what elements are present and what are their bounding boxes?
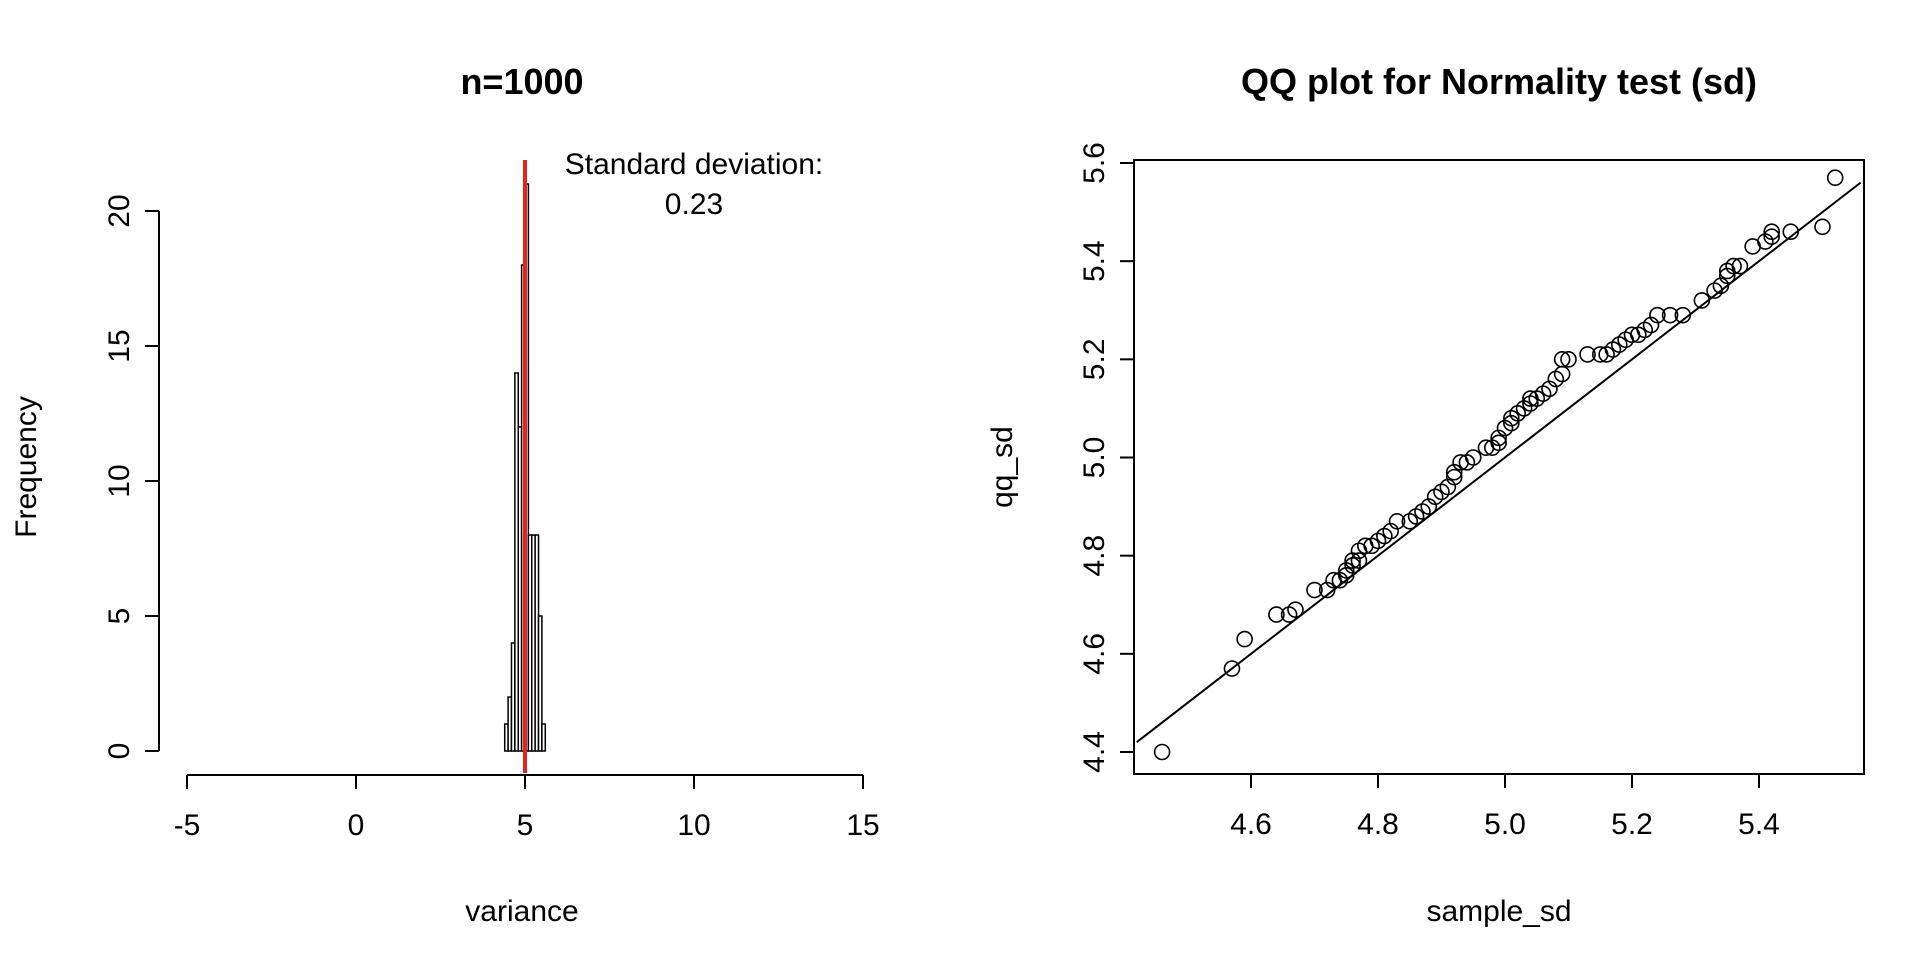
qq-point [1350,552,1368,569]
qq-point [1763,223,1780,241]
hist-x-tick-label: 15 [846,809,879,842]
qq-y-tick-label: 5.2 [1078,338,1111,380]
qq-plot-box [1133,159,1865,775]
qq-y-tick-label: 5.6 [1078,142,1111,184]
qq-x-tick-label: 5.4 [1738,808,1780,841]
qq-point [1287,601,1304,618]
qq-point [1579,346,1596,363]
qq-y-tick-label: 5.0 [1078,437,1111,479]
hist-x-tick-label: 10 [677,809,710,842]
qq-y-axis: 4.4 4.6 4.8 5.0 5.2 5.4 5.6 [1078,142,1134,773]
hist-x-label: variance [465,895,578,928]
hist-bar [537,615,543,752]
hist-y-tick-label: 15 [103,329,136,362]
qq-point [1153,743,1171,761]
hist-y-tick-label: 0 [103,743,136,760]
qq-point [1782,223,1800,241]
qq-point [1464,449,1482,466]
qq-point [1725,257,1742,275]
qq-x-label: sample_sd [1426,895,1571,928]
qq-point [1490,434,1507,452]
qq-reference-line [1136,181,1862,743]
qq-point [1674,306,1692,324]
hist-y-tick-label: 20 [103,194,136,227]
qq-y-tick-label: 4.6 [1078,633,1111,675]
hist-x-tick-label: 0 [348,809,365,842]
qq-y-label: qq_sd [986,426,1019,508]
qq-y-tick-label: 5.4 [1078,240,1111,282]
qq-point [1649,306,1666,324]
qq-point [1814,218,1831,236]
hist-annotation-line2: 0.23 [665,188,723,221]
hist-bar [541,723,547,752]
qq-x-tick-label: 5.2 [1611,808,1653,841]
qq-point [1661,306,1679,324]
qq-point [1560,351,1577,368]
qq-point [1731,257,1749,275]
qq-points [1153,169,1844,761]
hist-title: n=1000 [460,61,583,102]
qq-title: QQ plot for Normality test (sd) [1241,61,1757,102]
hist-y-tick-label: 5 [103,608,136,625]
qq-point [1826,169,1844,187]
hist-x-tick-label: 5 [517,809,534,842]
qq-point [1306,581,1323,599]
qq-x-tick-label: 4.8 [1357,808,1399,841]
hist-y-tick-label: 10 [103,464,136,497]
hist-y-label: Frequency [10,396,43,538]
qq-point [1763,228,1780,245]
qq-point [1445,468,1463,486]
hist-annotation: Standard deviation: 0.23 [565,148,824,221]
qq-point [1553,351,1571,368]
hist-annotation-line1: Standard deviation: [565,148,824,181]
qq-point [1388,513,1406,530]
qq-point [1693,292,1711,309]
histogram-panel: n=1000 Standard deviation: 0.23 -5 0 5 10 15… [10,61,880,928]
qq-point [1268,606,1285,623]
qq-x-tick-label: 4.6 [1230,808,1272,841]
hist-x-tick-label: -5 [174,809,201,842]
qq-x-tick-label: 5.0 [1484,808,1526,841]
qq-point [1223,660,1241,677]
hist-y-axis: 0 5 10 15 20 [103,194,160,760]
qq-y-tick-label: 4.4 [1078,731,1111,773]
qq-panel: QQ plot for Normality test (sd) 4.6 4.8 5.… [986,61,1865,928]
qq-reference-line-group [1136,181,1862,743]
qq-y-tick-label: 4.8 [1078,535,1111,577]
qq-point [1236,630,1253,648]
hist-x-axis: -5 0 5 10 15 [174,774,880,842]
qq-x-axis: 4.6 4.8 5.0 5.2 5.4 [1230,774,1780,841]
